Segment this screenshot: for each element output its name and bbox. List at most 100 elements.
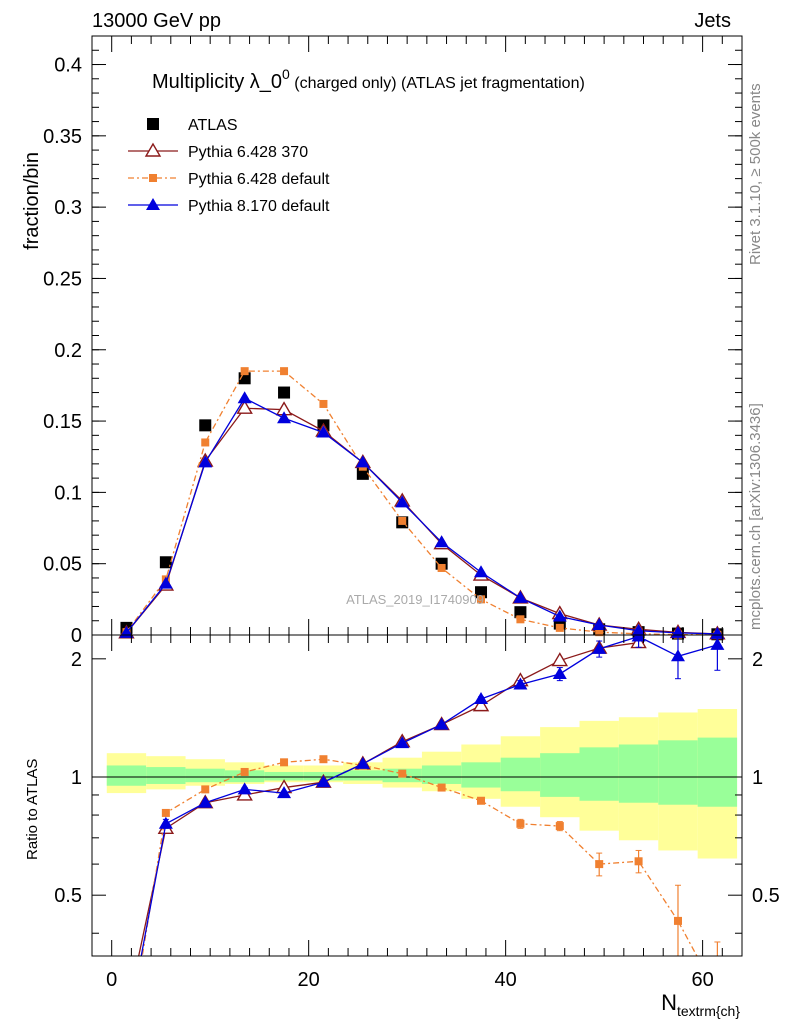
ratio-series-line bbox=[141, 758, 698, 956]
chart-title-superscript: 0 bbox=[282, 66, 290, 82]
main-x-ticks bbox=[111, 36, 743, 635]
ratio-data-point bbox=[398, 769, 407, 778]
main-data-point bbox=[199, 419, 212, 432]
chart-title-suffix: (charged only) (ATLAS jet fragmentation) bbox=[290, 75, 585, 92]
ratio-data-point bbox=[161, 808, 170, 817]
x-axis-label-main: N bbox=[661, 990, 677, 1015]
legend-marker bbox=[147, 118, 159, 130]
ratio-series-clipped bbox=[119, 635, 725, 1018]
main-data-point bbox=[710, 626, 725, 639]
ratio-data-point bbox=[198, 795, 213, 808]
ratio-data-point bbox=[277, 786, 292, 799]
main-data-point bbox=[395, 495, 410, 508]
legend-label: ATLAS bbox=[188, 117, 238, 134]
x-tick-label: 40 bbox=[495, 969, 517, 991]
main-data-point bbox=[158, 576, 173, 589]
ratio-y-tick-label-right: 0.5 bbox=[752, 885, 780, 907]
ratio-data-point bbox=[631, 635, 646, 642]
main-data-point bbox=[240, 367, 249, 376]
ratio-inner-band bbox=[343, 770, 383, 781]
ratio-inner-band bbox=[540, 753, 580, 797]
main-data-point bbox=[477, 595, 486, 604]
main-data-point bbox=[474, 565, 489, 578]
ratio-frame bbox=[91, 634, 743, 957]
ratio-y-tick-label: 2 bbox=[71, 649, 82, 671]
main-y-tick-label: 0.25 bbox=[43, 268, 82, 290]
ratio-series-line bbox=[140, 635, 718, 956]
ratio-x-ticks: 0 20 40 60 bbox=[106, 635, 743, 991]
ratio-data-point bbox=[673, 916, 682, 925]
ratio-data-point bbox=[474, 692, 489, 705]
chart-title: Multiplicity λ_00 (charged only) (ATLAS … bbox=[152, 66, 585, 93]
main-data-point bbox=[280, 367, 289, 376]
process-label: Jets bbox=[694, 10, 731, 32]
ratio-y-ticks: 0.5 0.5 1 1 2 2 bbox=[54, 649, 780, 934]
legend-label: Pythia 6.428 default bbox=[188, 171, 330, 188]
mcplots-label: mcplots.cern.ch [arXiv:1306.3436] bbox=[747, 403, 764, 630]
legend-label: Pythia 8.170 default bbox=[188, 198, 330, 215]
ratio-panel: 0.5 0.5 1 1 2 2 0 20 40 60 Ratio to ATLAS Ntextr… bbox=[24, 634, 780, 1019]
legend-marker bbox=[146, 198, 160, 210]
main-data-point bbox=[595, 628, 604, 637]
ratio-data-point bbox=[355, 756, 370, 769]
ratio-inner-band bbox=[618, 744, 659, 803]
ratio-data-point bbox=[434, 717, 449, 730]
x-tick-label: 60 bbox=[691, 969, 713, 991]
main-data-point bbox=[355, 455, 370, 468]
legend-marker bbox=[144, 142, 162, 157]
ratio-data-point bbox=[595, 860, 604, 869]
collision-label: 13000 GeV pp bbox=[92, 10, 221, 32]
ratio-data-point bbox=[395, 736, 410, 749]
main-data-point bbox=[278, 386, 291, 399]
ratio-data-point bbox=[551, 652, 569, 667]
main-y-axis-label: fraction/bin bbox=[21, 152, 43, 250]
ratio-inner-band bbox=[264, 771, 304, 781]
ratio-data-point bbox=[119, 1006, 133, 1018]
main-y-tick-label: 0.3 bbox=[54, 197, 82, 219]
x-tick-label: 0 bbox=[106, 969, 117, 991]
ratio-inner-band bbox=[224, 770, 265, 783]
ratio-inner-band bbox=[500, 757, 541, 792]
main-data-point bbox=[159, 556, 172, 569]
ratio-data-point bbox=[472, 697, 490, 712]
ratio-data-point bbox=[592, 641, 607, 654]
main-data-point bbox=[398, 516, 407, 525]
ratio-data-point bbox=[516, 819, 525, 828]
main-series-line bbox=[125, 397, 718, 635]
main-y-tick-label: 0.35 bbox=[43, 126, 82, 148]
main-y-tick-label: 0.15 bbox=[43, 411, 82, 433]
main-data-point bbox=[201, 438, 210, 447]
legend-label: Pythia 6.428 370 bbox=[188, 144, 308, 161]
main-data-point bbox=[236, 399, 253, 414]
ratio-series-0 bbox=[119, 635, 647, 1018]
x-tick-label: 20 bbox=[298, 969, 320, 991]
ratio-inner-band bbox=[658, 740, 698, 805]
ratio-data-point bbox=[201, 785, 210, 794]
ratio-data-point bbox=[513, 677, 528, 690]
ratio-y-tick-label: 1 bbox=[71, 767, 82, 789]
x-axis-label-subscript: textrm{ch} bbox=[677, 1003, 740, 1019]
main-data-point bbox=[316, 425, 331, 438]
ratio-data-point bbox=[710, 637, 725, 650]
main-data-point bbox=[319, 399, 328, 408]
ratio-data-point bbox=[237, 782, 252, 795]
main-y-tick-label: 0.05 bbox=[43, 554, 82, 576]
ratio-data-point bbox=[552, 666, 567, 679]
chart-title-main: Multiplicity λ_0 bbox=[152, 71, 282, 93]
main-data-point bbox=[437, 563, 446, 572]
ratio-y-axis-label: Ratio to ATLAS bbox=[24, 759, 41, 860]
main-series-3 bbox=[119, 391, 725, 639]
ratio-data-point bbox=[634, 857, 643, 866]
main-data-point bbox=[198, 455, 213, 468]
legend-entry: Pythia 6.428 370 bbox=[128, 142, 308, 161]
ratio-bands-layer bbox=[106, 709, 738, 859]
ratio-inner-band bbox=[106, 765, 147, 786]
legend-marker bbox=[149, 174, 157, 182]
analysis-watermark: ATLAS_2019_I1740909 bbox=[346, 592, 484, 607]
ratio-inner-band bbox=[421, 765, 462, 784]
legend-entry: Pythia 6.428 default bbox=[128, 171, 330, 188]
ratio-data-point bbox=[316, 775, 331, 788]
ratio-data-point bbox=[555, 822, 564, 831]
rivet-label: Rivet 3.1.10, ≥ 500k events bbox=[747, 83, 764, 265]
